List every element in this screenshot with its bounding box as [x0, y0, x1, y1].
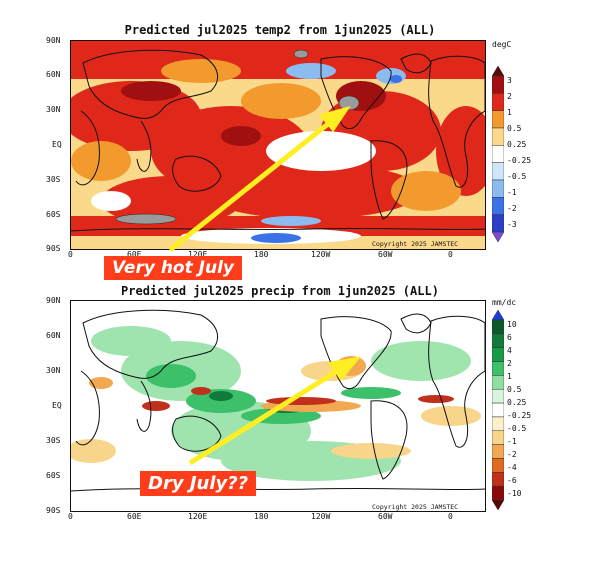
temp-colorbar-graphic — [491, 65, 505, 243]
lat-label: 60S — [46, 210, 61, 219]
colorbar-swatch — [491, 416, 505, 432]
precip-colorbar-label: 1 — [507, 372, 512, 381]
colorbar-swatch — [491, 110, 505, 129]
temp-map-title: Predicted jul2025 temp2 from 1jun2025 (A… — [124, 23, 436, 37]
precip-map-title: Predicted jul2025 precip from 1jun2025 (… — [121, 284, 439, 298]
temp-colorbar-label: 2 — [507, 92, 512, 101]
temperature-map-graphic — [71, 41, 485, 249]
lat-label: EQ — [52, 140, 62, 149]
temp-masked-regions — [115, 49, 360, 225]
temperature-anomaly-map — [70, 40, 486, 250]
temp-colorbar-label: -2 — [507, 204, 517, 213]
colorbar-swatch — [491, 197, 505, 215]
temp-units: degC — [492, 40, 512, 49]
temp-colorbar — [491, 65, 505, 243]
lat-label: 90N — [46, 36, 61, 45]
precip-colorbar-label: 10 — [507, 320, 517, 329]
lat-label: 60N — [46, 70, 61, 79]
precip-colorbar-label: -1 — [507, 437, 517, 446]
precipitation-map-graphic — [71, 301, 485, 511]
colorbar-swatch — [491, 75, 505, 94]
lon-label: 60E — [127, 250, 142, 259]
precipitation-anomaly-map — [70, 300, 486, 512]
lat-label: EQ — [52, 401, 62, 410]
precip-colorbar-label: -4 — [507, 463, 517, 472]
colorbar-swatch — [491, 162, 505, 181]
temp-colorbar-label: 3 — [507, 76, 512, 85]
lon-label: 0 — [448, 250, 453, 259]
precip-colorbar-label: 4 — [507, 346, 512, 355]
temp-copyright: Copyright 2025 JAMSTEC — [372, 240, 459, 248]
lon-label: 0 — [68, 250, 73, 259]
lat-label: 90S — [46, 244, 61, 253]
dry-july-callout: Dry July?? — [140, 471, 257, 496]
lat-label: 30N — [46, 366, 61, 375]
temp-warm-regions — [71, 59, 461, 211]
temp-colorbar-label: 0.5 — [507, 124, 522, 133]
lon-label: 0 — [448, 512, 453, 521]
precip-colorbar — [491, 309, 505, 511]
temp-colorbar-label: -3 — [507, 220, 517, 229]
colorbar-swatch — [491, 319, 505, 335]
precip-colorbar-graphic — [491, 309, 505, 511]
precip-colorbar-label: -0.5 — [507, 424, 527, 433]
lat-label: 30S — [46, 175, 61, 184]
colorbar-swatch — [491, 499, 505, 511]
colorbar-swatch — [491, 430, 505, 445]
precipitation-panel: Predicted jul2025 precip from 1jun2025 (… — [0, 280, 616, 525]
temp-colorbar-label: 1 — [507, 108, 512, 117]
precip-colorbar-label: -0.25 — [507, 411, 532, 420]
colorbar-swatch — [491, 458, 505, 473]
colorbar-swatch — [491, 231, 505, 243]
colorbar-swatch — [491, 347, 505, 362]
lon-label: 60E — [127, 512, 142, 521]
lat-label: 30N — [46, 105, 61, 114]
lat-label: 90N — [46, 296, 61, 305]
temp-colorbar-label: -1 — [507, 188, 517, 197]
temperature-panel: Predicted jul2025 temp2 from 1jun2025 (A… — [0, 0, 616, 280]
precip-colorbar-label: 6 — [507, 333, 512, 342]
precip-copyright: Copyright 2025 JAMSTEC — [372, 503, 459, 511]
lon-label: 180 — [254, 250, 269, 259]
colorbar-swatch — [491, 388, 505, 404]
lon-label: 120E — [188, 250, 208, 259]
lat-label: 60S — [46, 471, 61, 480]
precip-colorbar-label: -10 — [507, 489, 522, 498]
temp-colorbar-label: -0.25 — [507, 156, 532, 165]
lon-label: 60W — [378, 512, 393, 521]
precip-colorbar-label: -6 — [507, 476, 517, 485]
colorbar-swatch — [491, 179, 505, 198]
precip-colorbar-label: 0.25 — [507, 398, 527, 407]
colorbar-swatch — [491, 402, 505, 418]
colorbar-swatch — [491, 309, 505, 321]
colorbar-swatch — [491, 361, 505, 376]
precip-colorbar-label: 0.5 — [507, 385, 522, 394]
precip-colorbar-label: -2 — [507, 450, 517, 459]
colorbar-swatch — [491, 375, 505, 390]
very-hot-july-callout: Very hot July — [104, 256, 242, 280]
colorbar-swatch — [491, 333, 505, 348]
lon-label: 0 — [68, 512, 73, 521]
colorbar-swatch — [491, 65, 505, 77]
temp-colorbar-label: 0.25 — [507, 140, 527, 149]
lon-label: 120W — [311, 250, 331, 259]
colorbar-swatch — [491, 214, 505, 233]
precip-colorbar-label: 2 — [507, 359, 512, 368]
colorbar-swatch — [491, 145, 505, 163]
lon-label: 60W — [378, 250, 393, 259]
lat-label: 60N — [46, 331, 61, 340]
temp-colorbar-label: -0.5 — [507, 172, 527, 181]
colorbar-swatch — [491, 485, 505, 501]
lon-label: 120W — [311, 512, 331, 521]
colorbar-swatch — [491, 444, 505, 459]
lon-label: 180 — [254, 512, 269, 521]
colorbar-swatch — [491, 127, 505, 146]
lat-label: 30S — [46, 436, 61, 445]
precip-units: mm/dc — [492, 298, 517, 307]
colorbar-swatch — [491, 93, 505, 111]
colorbar-swatch — [491, 472, 505, 487]
lon-label: 120E — [188, 512, 208, 521]
lat-label: 90S — [46, 506, 61, 515]
